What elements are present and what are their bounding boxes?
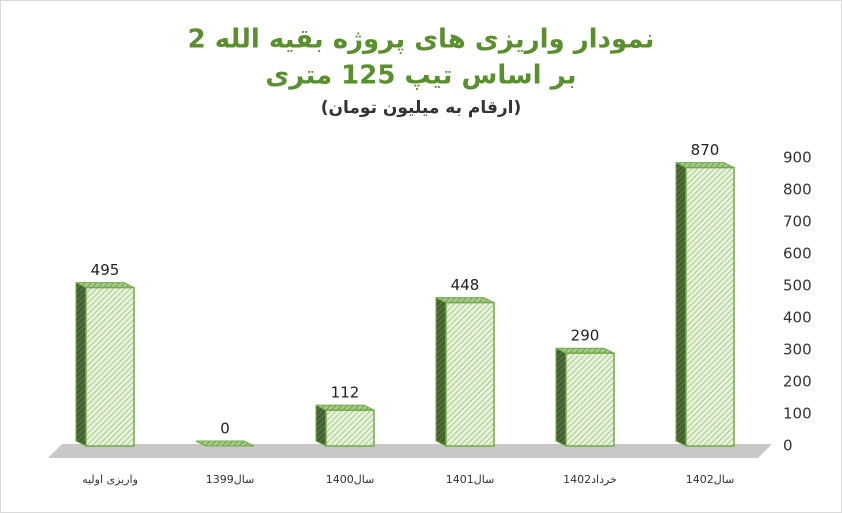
y-tick-label: 300 [783, 341, 812, 359]
y-tick-label: 500 [783, 277, 812, 295]
y-tick-label: 800 [783, 181, 812, 199]
y-tick-label: 0 [783, 437, 793, 455]
x-tick-label: سال1401 [446, 473, 495, 486]
bar [565, 352, 615, 447]
chart-subtitle: بر اساس تیپ 125 متری [265, 61, 576, 91]
y-tick-label: 100 [783, 405, 812, 423]
y-tick-label: 700 [783, 213, 812, 231]
bar [325, 409, 375, 447]
y-tick-label: 600 [783, 245, 812, 263]
x-tick-label: سال1402 [686, 473, 735, 486]
bar [85, 286, 135, 447]
chart-title: نمودار واریزی های پروژه بقیه الله 2 [188, 25, 655, 55]
value-label: 0 [220, 420, 230, 438]
bar-side [675, 161, 687, 447]
x-tick-label: سال1400 [326, 473, 375, 486]
x-tick-label: سال1399 [206, 473, 255, 486]
bar [445, 301, 495, 447]
bar-side [315, 404, 327, 447]
y-tick-label: 900 [783, 149, 812, 167]
bar-side [435, 296, 447, 447]
y-tick-label: 200 [783, 373, 812, 391]
value-label: 290 [571, 327, 600, 345]
value-label: 495 [91, 261, 120, 279]
value-label: 870 [691, 141, 720, 159]
bar-side [75, 281, 87, 447]
bar-top [195, 440, 255, 447]
y-tick-label: 400 [783, 309, 812, 327]
floor [48, 444, 772, 458]
bar-top [315, 404, 375, 411]
x-tick-label: واریزی اولیه [82, 473, 138, 486]
chart-note: (ارقام به میلیون تومان) [321, 98, 522, 118]
value-label: 112 [331, 384, 360, 402]
value-label: 448 [451, 276, 480, 294]
bar-side [555, 347, 567, 447]
bar [685, 166, 735, 447]
x-tick-label: خرداد1402 [563, 473, 617, 486]
